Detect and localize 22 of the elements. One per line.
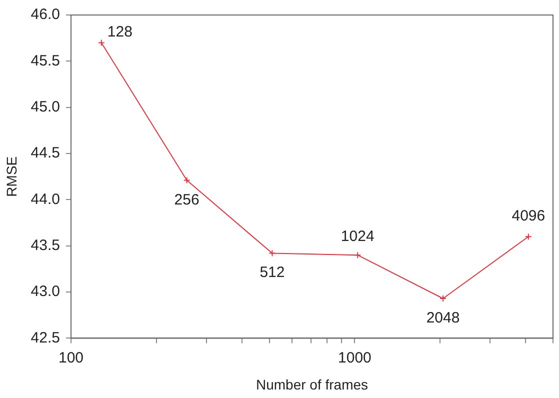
point [268,250,276,257]
annotation: 2048 [426,309,460,326]
y-tick-label: 45.0 [30,98,60,116]
x-axis-title: Number of frames [256,376,368,392]
y-tick-label: 44.0 [30,190,60,208]
x-tick-label: 100 [58,349,84,366]
y-tick-label: 43.5 [30,237,60,254]
point [183,176,190,184]
y-axis-title: RMSE [3,156,20,197]
y-tick-label: 42.5 [30,329,60,346]
annotation: 512 [260,264,285,282]
y-tick-label: 45.5 [30,52,60,70]
point [440,294,447,302]
annotation: 1024 [340,228,374,246]
y-tick-label: 44.5 [30,144,60,162]
annotation: 4096 [512,208,546,225]
point [354,252,362,259]
y-tick-label: 46.0 [30,6,60,24]
x-tick-label: 1000 [338,349,372,366]
y-tick-label: 43.0 [30,283,60,300]
annotation: 256 [174,191,200,208]
annotation: 128 [107,24,132,41]
